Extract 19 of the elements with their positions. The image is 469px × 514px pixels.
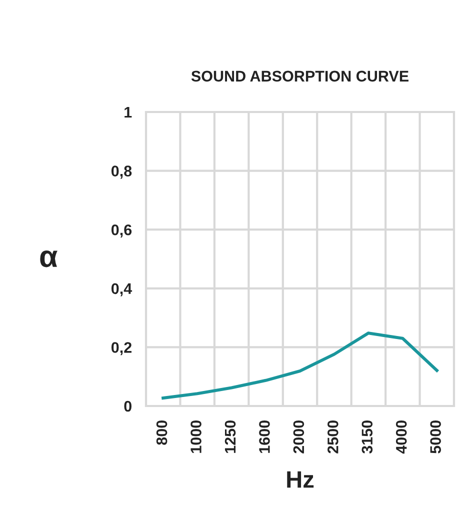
line-series xyxy=(162,332,438,400)
x-tick-label: 4000 xyxy=(396,420,407,454)
x-tick-label: 800 xyxy=(156,420,168,445)
x-tick-label: 5000 xyxy=(430,420,441,454)
y-tick-label: 0 xyxy=(124,400,132,412)
x-tick-label: 1600 xyxy=(259,420,270,453)
y-axis-title: α xyxy=(40,250,58,268)
x-tick-label: 2000 xyxy=(293,420,304,454)
x-tick-label: 1000 xyxy=(190,420,202,453)
y-tick-label: 0,2 xyxy=(111,342,132,356)
y-tick-label: 0,8 xyxy=(111,166,132,179)
x-tick-label: 1250 xyxy=(224,420,236,453)
chart-title: SOUND ABSORPTION CURVE xyxy=(191,70,408,82)
x-axis-title: Hz xyxy=(287,471,314,488)
y-tick-label: 0,4 xyxy=(111,283,132,296)
y-tick-label: 1 xyxy=(124,107,132,118)
x-tick-label: 2500 xyxy=(328,420,338,454)
y-tick-label: 0,6 xyxy=(111,224,132,238)
x-tick-label: 3150 xyxy=(362,420,373,454)
